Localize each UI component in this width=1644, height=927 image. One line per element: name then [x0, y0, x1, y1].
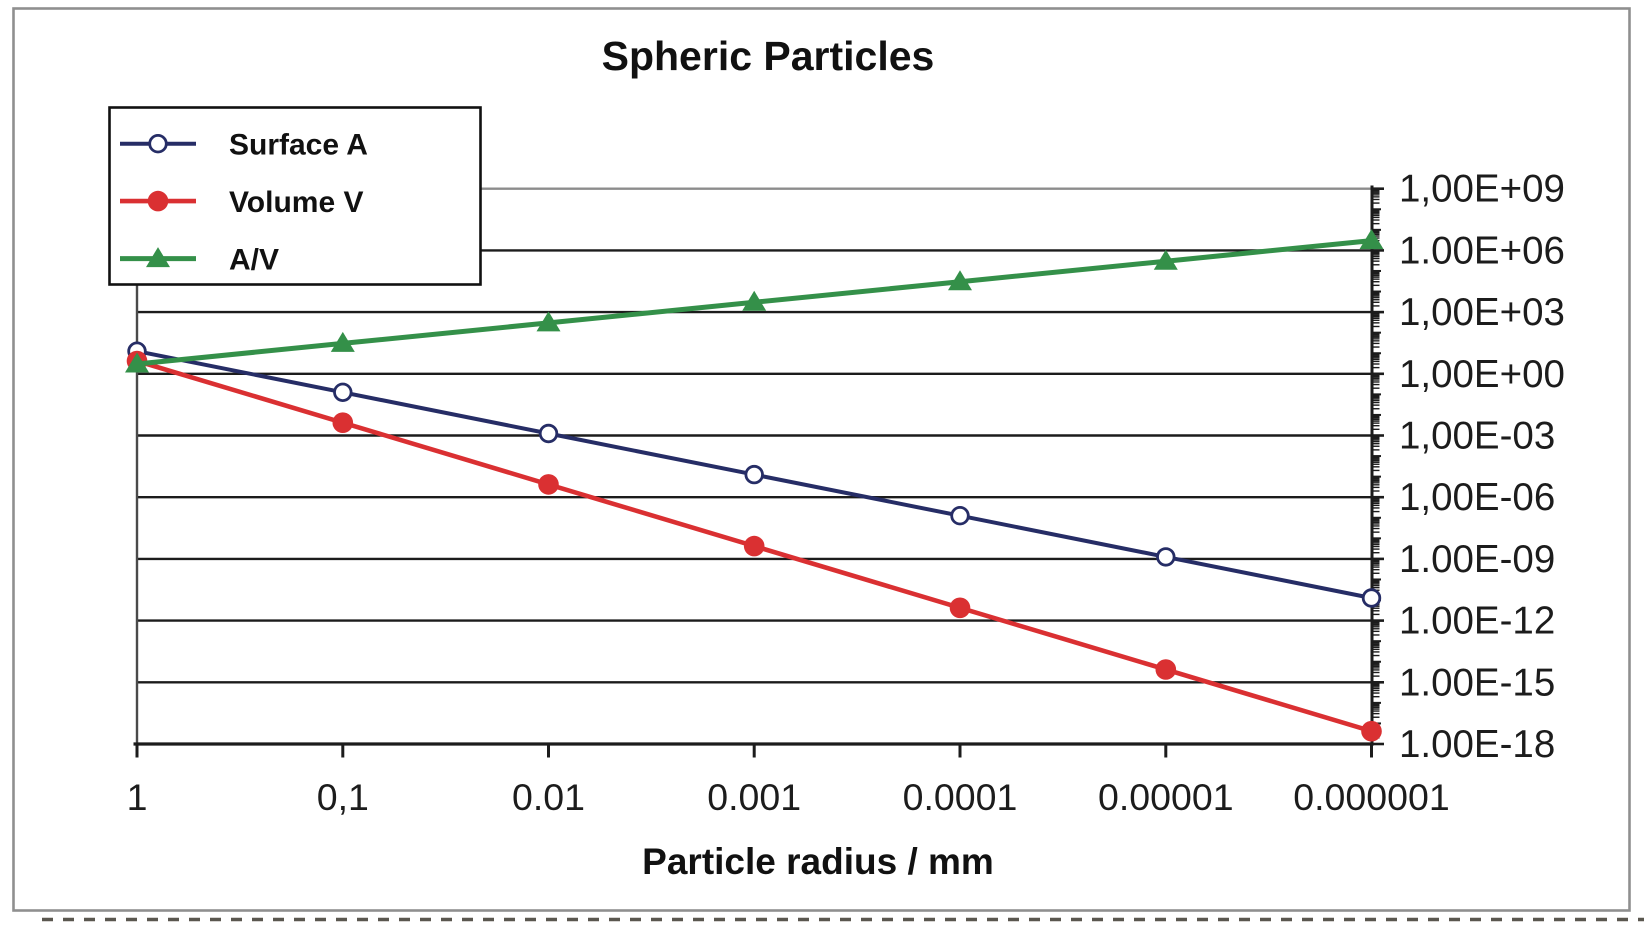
svg-text:1.00E-15: 1.00E-15: [1399, 661, 1555, 704]
svg-text:1.00E-12: 1.00E-12: [1399, 600, 1555, 643]
svg-text:0.01: 0.01: [512, 776, 585, 818]
svg-text:Surface A: Surface A: [229, 129, 368, 162]
svg-text:1,00E+00: 1,00E+00: [1399, 353, 1565, 396]
svg-text:0.00001: 0.00001: [1098, 776, 1234, 818]
svg-text:0.001: 0.001: [707, 776, 801, 818]
svg-text:0,1: 0,1: [317, 776, 369, 818]
svg-text:Spheric Particles: Spheric Particles: [602, 33, 935, 79]
svg-text:1: 1: [127, 776, 148, 818]
svg-text:Volume V: Volume V: [229, 186, 363, 219]
svg-text:1,00E-03: 1,00E-03: [1399, 415, 1555, 458]
svg-text:1,00E-06: 1,00E-06: [1399, 476, 1555, 519]
svg-text:Particle radius / mm: Particle radius / mm: [642, 841, 994, 882]
svg-text:0.0001: 0.0001: [903, 776, 1018, 818]
svg-text:1,00E+09: 1,00E+09: [1399, 168, 1565, 211]
svg-text:A/V: A/V: [229, 244, 279, 277]
svg-text:0.000001: 0.000001: [1293, 776, 1449, 818]
svg-text:1.00E-09: 1.00E-09: [1399, 538, 1555, 581]
svg-text:1,00E+03: 1,00E+03: [1399, 291, 1565, 334]
svg-text:1.00E-18: 1.00E-18: [1399, 723, 1555, 766]
svg-text:1.00E+06: 1.00E+06: [1399, 229, 1565, 272]
